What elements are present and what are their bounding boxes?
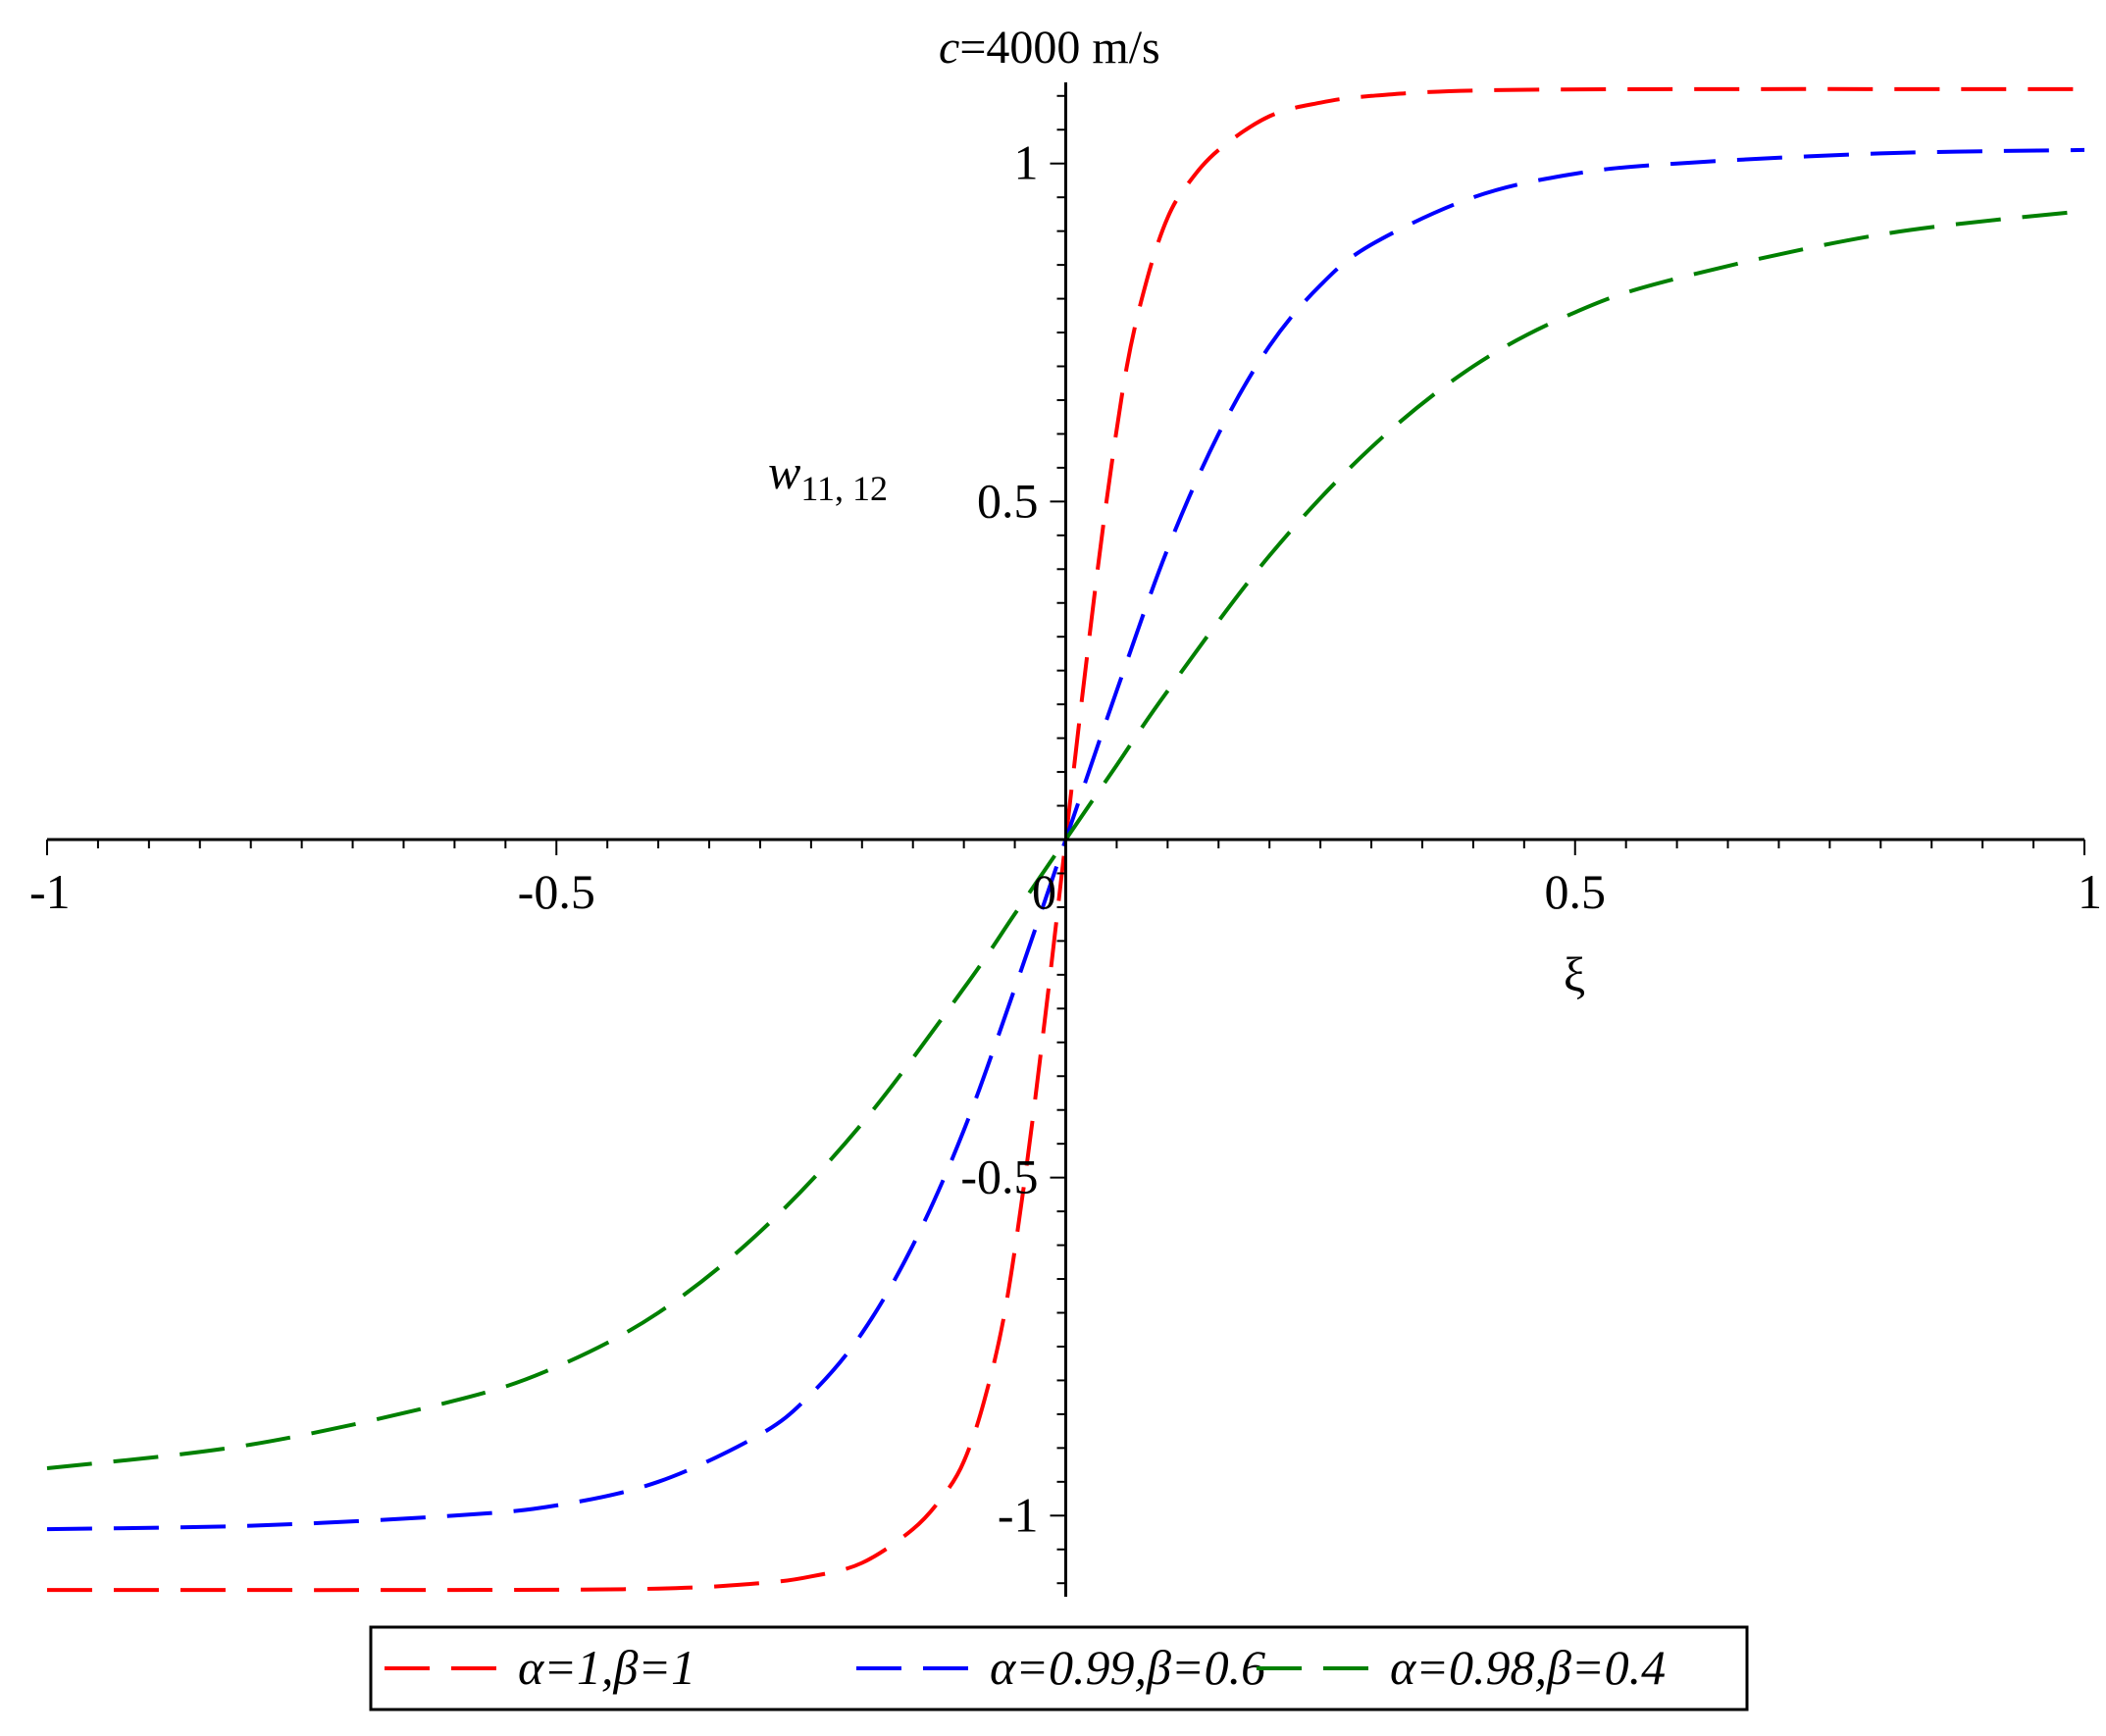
- chart-title-rest: =4000 m/s: [959, 22, 1159, 74]
- y-axis-label-main: w: [768, 444, 800, 499]
- y-tick-label: 1: [1014, 135, 1039, 190]
- x-tick-label: -1: [29, 864, 71, 919]
- series-line-3: [46, 209, 2085, 1470]
- y-tick-label: -0.5: [960, 1149, 1038, 1204]
- chart-title-var: c: [939, 22, 959, 74]
- y-tick-label: 0.5: [977, 473, 1039, 528]
- legend-label-1: α=1,β=1: [518, 1640, 695, 1695]
- x-axis-label: ξ: [1564, 946, 1585, 1001]
- series-line-1: [46, 86, 2085, 1593]
- legend-label-2: α=0.99,β=0.6: [990, 1640, 1265, 1695]
- y-axis-label-subscript: 11, 12: [800, 469, 888, 508]
- chart-title: c=4000 m/s: [939, 22, 1160, 74]
- legend: α=1,β=1 α=0.99,β=0.6 α=0.98,β=0.4: [369, 1625, 1749, 1711]
- x-tick-label: -0.5: [518, 864, 595, 919]
- y-tick-label: -1: [998, 1487, 1039, 1542]
- y-axis-label: w11, 12: [768, 444, 888, 508]
- x-tick-label: 1: [2078, 864, 2102, 919]
- legend-box: [369, 1625, 1749, 1711]
- tick-labels-layer: -1 -0.5 0 0.5 1 -1 -0.5 0.5 1: [29, 135, 2102, 1543]
- x-tick-label: 0: [1032, 864, 1056, 919]
- legend-label-3: α=0.98,β=0.4: [1390, 1640, 1666, 1695]
- axes-layer: [46, 82, 2085, 1597]
- x-tick-label: 0.5: [1545, 864, 1607, 919]
